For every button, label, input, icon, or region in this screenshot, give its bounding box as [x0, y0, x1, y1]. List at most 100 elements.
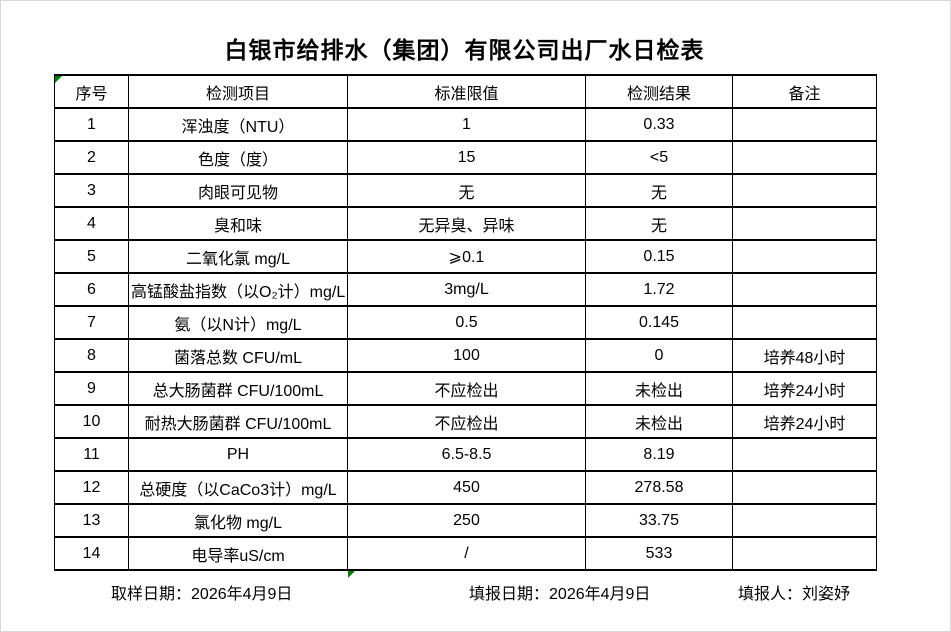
cell-remarks: 培养24小时 — [732, 371, 877, 406]
cell-standard-limit: 无 — [347, 173, 586, 208]
cell-test-result: 33.75 — [585, 503, 733, 538]
table-header-row: 序号 检测项目 标准限值 检测结果 备注 — [54, 74, 877, 109]
report-date: 填报日期：2026年4月9日 — [469, 580, 650, 604]
reporter: 填报人：刘姿妤 — [738, 580, 850, 604]
cell-test-item: 总硬度（以CaCo3计）mg/L — [128, 470, 348, 505]
header-test-result: 检测结果 — [585, 74, 733, 109]
cell-test-item: 色度（度） — [128, 140, 348, 175]
table-row: 5 二氧化氯 mg/L ⩾0.1 0.15 — [54, 239, 877, 274]
cell-serial-number: 4 — [54, 206, 129, 241]
cell-remarks — [732, 173, 877, 208]
cell-test-item: 臭和味 — [128, 206, 348, 241]
cell-remarks — [732, 140, 877, 175]
cell-test-item: 肉眼可见物 — [128, 173, 348, 208]
cell-serial-number: 9 — [54, 371, 129, 406]
cell-standard-limit: ⩾0.1 — [347, 239, 586, 274]
report-date-label: 填报日期： — [469, 586, 550, 603]
cell-standard-limit: 450 — [347, 470, 586, 505]
cell-test-result: 未检出 — [585, 404, 733, 439]
table-row: 8 菌落总数 CFU/mL 100 0 培养48小时 — [54, 338, 877, 373]
cell-serial-number: 2 — [54, 140, 129, 175]
sampling-date-value: 2026年4月9日 — [191, 586, 293, 603]
cell-standard-limit: 250 — [347, 503, 586, 538]
table-row: 6 高锰酸盐指数（以O₂计）mg/L 3mg/L 1.72 — [54, 272, 877, 307]
cell-serial-number: 3 — [54, 173, 129, 208]
cell-test-result: 无 — [585, 206, 733, 241]
cell-error-indicator-icon — [348, 571, 355, 578]
table-row: 11 PH 6.5-8.5 8.19 — [54, 437, 877, 472]
cell-serial-number: 12 — [54, 470, 129, 505]
cell-serial-number: 7 — [54, 305, 129, 340]
table-row: 9 总大肠菌群 CFU/100mL 不应检出 未检出 培养24小时 — [54, 371, 877, 406]
reporter-name: 刘姿妤 — [802, 586, 851, 603]
reporter-label: 填报人： — [738, 586, 803, 603]
cell-test-result: 278.58 — [585, 470, 733, 505]
cell-test-result: 8.19 — [585, 437, 733, 472]
cell-remarks — [732, 305, 877, 340]
cell-serial-number: 14 — [54, 536, 129, 571]
cell-test-item: 氨（以N计）mg/L — [128, 305, 348, 340]
cell-test-result: 533 — [585, 536, 733, 571]
inspection-table: 序号 检测项目 标准限值 检测结果 备注 1 浑浊度（NTU） 1 0.33 2… — [54, 74, 877, 571]
sampling-date-label: 取样日期： — [111, 586, 192, 603]
table-row: 4 臭和味 无异臭、异味 无 — [54, 206, 877, 241]
cell-test-result: 未检出 — [585, 371, 733, 406]
report-date-value: 2026年4月9日 — [549, 586, 651, 603]
cell-standard-limit: 1 — [347, 107, 586, 142]
cell-remarks — [732, 437, 877, 472]
sampling-date: 取样日期：2026年4月9日 — [111, 580, 292, 604]
header-serial-number: 序号 — [54, 74, 129, 109]
table-row: 10 耐热大肠菌群 CFU/100mL 不应检出 未检出 培养24小时 — [54, 404, 877, 439]
cell-test-item: 总大肠菌群 CFU/100mL — [128, 371, 348, 406]
table-body: 1 浑浊度（NTU） 1 0.33 2 色度（度） 15 <5 3 肉眼可见物 … — [54, 107, 877, 571]
cell-serial-number: 8 — [54, 338, 129, 373]
cell-test-result: 无 — [585, 173, 733, 208]
cell-test-item: 二氧化氯 mg/L — [128, 239, 348, 274]
cell-serial-number: 1 — [54, 107, 129, 142]
cell-serial-number: 10 — [54, 404, 129, 439]
cell-remarks — [732, 272, 877, 307]
cell-remarks — [732, 470, 877, 505]
cell-remarks — [732, 206, 877, 241]
cell-remarks — [732, 536, 877, 571]
cell-serial-number: 6 — [54, 272, 129, 307]
cell-remarks: 培养24小时 — [732, 404, 877, 439]
table-row: 13 氯化物 mg/L 250 33.75 — [54, 503, 877, 538]
cell-test-item: 耐热大肠菌群 CFU/100mL — [128, 404, 348, 439]
cell-test-item: 菌落总数 CFU/mL — [128, 338, 348, 373]
cell-standard-limit: 100 — [347, 338, 586, 373]
cell-standard-limit: / — [347, 536, 586, 571]
cell-standard-limit: 不应检出 — [347, 371, 586, 406]
cell-serial-number: 11 — [54, 437, 129, 472]
table-row: 12 总硬度（以CaCo3计）mg/L 450 278.58 — [54, 470, 877, 505]
cell-test-item: 高锰酸盐指数（以O₂计）mg/L — [128, 272, 348, 307]
cell-test-result: <5 — [585, 140, 733, 175]
cell-test-result: 0.33 — [585, 107, 733, 142]
table-row: 1 浑浊度（NTU） 1 0.33 — [54, 107, 877, 142]
cell-remarks — [732, 503, 877, 538]
cell-test-item: 电导率uS/cm — [128, 536, 348, 571]
cell-test-item: 氯化物 mg/L — [128, 503, 348, 538]
table-row: 14 电导率uS/cm / 533 — [54, 536, 877, 571]
table-row: 7 氨（以N计）mg/L 0.5 0.145 — [54, 305, 877, 340]
header-test-item: 检测项目 — [128, 74, 348, 109]
header-remarks: 备注 — [732, 74, 877, 109]
cell-serial-number: 5 — [54, 239, 129, 274]
cell-test-result: 0 — [585, 338, 733, 373]
table-row: 2 色度（度） 15 <5 — [54, 140, 877, 175]
cell-test-item: PH — [128, 437, 348, 472]
cell-standard-limit: 0.5 — [347, 305, 586, 340]
cell-standard-limit: 无异臭、异味 — [347, 206, 586, 241]
cell-test-result: 0.145 — [585, 305, 733, 340]
table-row: 3 肉眼可见物 无 无 — [54, 173, 877, 208]
header-standard-limit: 标准限值 — [347, 74, 586, 109]
cell-remarks — [732, 239, 877, 274]
cell-test-result: 0.15 — [585, 239, 733, 274]
cell-remarks: 培养48小时 — [732, 338, 877, 373]
cell-standard-limit: 15 — [347, 140, 586, 175]
cell-remarks — [732, 107, 877, 142]
cell-test-result: 1.72 — [585, 272, 733, 307]
cell-standard-limit: 3mg/L — [347, 272, 586, 307]
cell-standard-limit: 不应检出 — [347, 404, 586, 439]
